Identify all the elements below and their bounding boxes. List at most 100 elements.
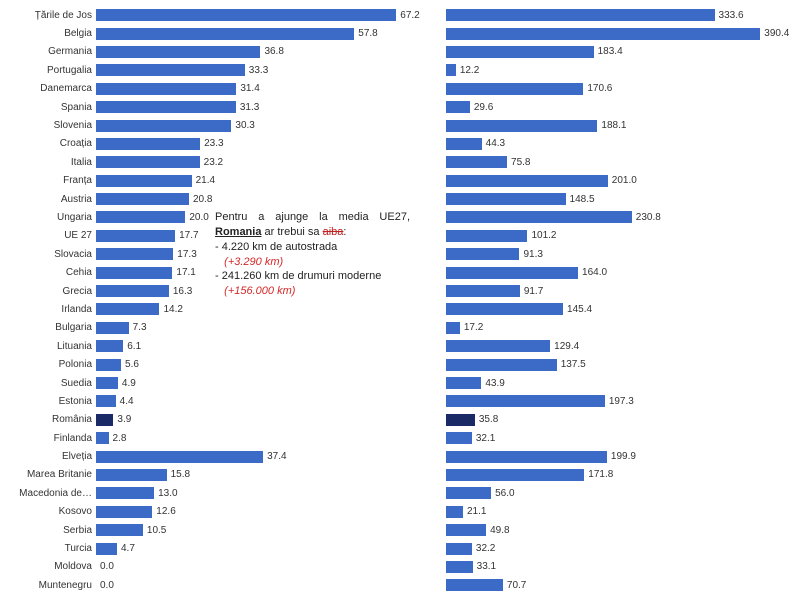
annotation-country: Romania xyxy=(215,226,261,238)
right-value: 70.7 xyxy=(507,580,526,591)
right-value: 43.9 xyxy=(485,378,504,389)
left-value: 67.2 xyxy=(400,10,419,21)
right-bar xyxy=(446,414,475,426)
right-bar-area: 188.1 xyxy=(446,116,796,134)
left-value: 30.3 xyxy=(235,120,254,131)
left-bar-area: 7.3 xyxy=(96,319,436,337)
chart-row: Bulgaria7.317.2 xyxy=(4,319,796,337)
right-value: 201.0 xyxy=(612,175,637,186)
right-bar-area: 137.5 xyxy=(446,355,796,373)
chart-row: Turcia4.7 32.2 xyxy=(4,539,796,557)
left-bar xyxy=(96,524,143,536)
country-label: Bulgaria xyxy=(4,322,96,333)
left-bar-area: 33.3 xyxy=(96,61,436,79)
left-bar xyxy=(96,138,200,150)
left-bar xyxy=(96,120,231,132)
dual-bar-chart: Țările de Jos67.2333.6Belgia57.8390.4Ger… xyxy=(0,0,800,600)
left-bar xyxy=(96,303,159,315)
left-bar-area: 4.7 xyxy=(96,539,436,557)
right-bar-area: 333.6 xyxy=(446,6,796,24)
right-bar-area: 21.1 xyxy=(446,503,796,521)
right-bar-area: 101.2 xyxy=(446,227,796,245)
left-bar-area: 6.1 xyxy=(96,337,436,355)
country-label: Franța xyxy=(4,175,96,186)
left-bar-area: 0.0 xyxy=(96,558,436,576)
country-label: Moldova xyxy=(4,561,96,572)
chart-row: Moldova0.033.1 xyxy=(4,558,796,576)
right-value: 32.1 xyxy=(476,433,495,444)
country-label: Suedia xyxy=(4,378,96,389)
chart-row: Italia23.275.8 xyxy=(4,153,796,171)
right-bar xyxy=(446,28,760,40)
country-label: Marea Britanie xyxy=(4,469,96,480)
right-bar-area: 56.0 xyxy=(446,484,796,502)
right-bar xyxy=(446,193,566,205)
country-label: Croația xyxy=(4,138,96,149)
left-value: 31.4 xyxy=(240,83,259,94)
right-value: 164.0 xyxy=(582,267,607,278)
annotation-text: : xyxy=(343,226,346,238)
right-value: 199.9 xyxy=(611,451,636,462)
left-bar xyxy=(96,359,121,371)
chart-row: Lituania6.1 129.4 xyxy=(4,337,796,355)
left-value: 4.9 xyxy=(122,378,136,389)
right-value: 75.8 xyxy=(511,157,530,168)
country-label: Belgia xyxy=(4,28,96,39)
chart-row: Marea Britanie15.8171.8 xyxy=(4,466,796,484)
chart-row: Belgia57.8390.4 xyxy=(4,24,796,42)
right-value: 29.6 xyxy=(474,102,493,113)
country-label: Austria xyxy=(4,194,96,205)
chart-row: Finlanda2.832.1 xyxy=(4,429,796,447)
country-label: Irlanda xyxy=(4,304,96,315)
country-label: Portugalia xyxy=(4,65,96,76)
left-bar xyxy=(96,211,185,223)
chart-row: Suedia 4.9 43.9 xyxy=(4,374,796,392)
right-bar xyxy=(446,561,473,573)
annotation-bullet: - 4.220 km de autostrada xyxy=(215,241,337,253)
left-value: 0.0 xyxy=(100,561,114,572)
left-value: 10.5 xyxy=(147,525,166,536)
right-bar-area: 230.8 xyxy=(446,208,796,226)
right-bar xyxy=(446,359,557,371)
left-bar xyxy=(96,9,396,21)
left-bar-area: 4.9 xyxy=(96,374,436,392)
country-label: Lituania xyxy=(4,341,96,352)
left-bar-area: 23.3 xyxy=(96,135,436,153)
left-value: 15.8 xyxy=(171,469,190,480)
left-bar xyxy=(96,156,200,168)
country-label: Cehia xyxy=(4,267,96,278)
right-value: 197.3 xyxy=(609,396,634,407)
right-bar xyxy=(446,322,460,334)
country-label: Turcia xyxy=(4,543,96,554)
right-bar-area: 32.2 xyxy=(446,539,796,557)
right-value: 230.8 xyxy=(636,212,661,223)
left-value: 17.1 xyxy=(176,267,195,278)
country-label: Macedonia de… xyxy=(4,488,96,499)
left-bar xyxy=(96,28,354,40)
right-bar-area: 183.4 xyxy=(446,43,796,61)
left-bar-area: 31.3 xyxy=(96,98,436,116)
right-bar-area: 148.5 xyxy=(446,190,796,208)
country-label: Estonia xyxy=(4,396,96,407)
right-bar-area: 70.7 xyxy=(446,576,796,594)
chart-row: Serbia10.549.8 xyxy=(4,521,796,539)
right-bar-area: 32.1 xyxy=(446,429,796,447)
left-value: 13.0 xyxy=(158,488,177,499)
left-bar xyxy=(96,469,167,481)
right-bar-area: 91.7 xyxy=(446,282,796,300)
right-value: 35.8 xyxy=(479,414,498,425)
left-value: 0.0 xyxy=(100,580,114,591)
right-bar-area: 49.8 xyxy=(446,521,796,539)
country-label: Germania xyxy=(4,46,96,57)
right-bar-area: 129.4 xyxy=(446,337,796,355)
left-value: 31.3 xyxy=(240,102,259,113)
left-bar xyxy=(96,193,189,205)
country-label: România xyxy=(4,414,96,425)
right-bar xyxy=(446,120,597,132)
right-bar xyxy=(446,377,481,389)
right-bar xyxy=(446,524,486,536)
chart-row: Polonia5.6137.5 xyxy=(4,355,796,373)
left-value: 4.4 xyxy=(120,396,134,407)
annotation-red: (+3.290 km) xyxy=(224,256,283,268)
right-bar xyxy=(446,285,520,297)
